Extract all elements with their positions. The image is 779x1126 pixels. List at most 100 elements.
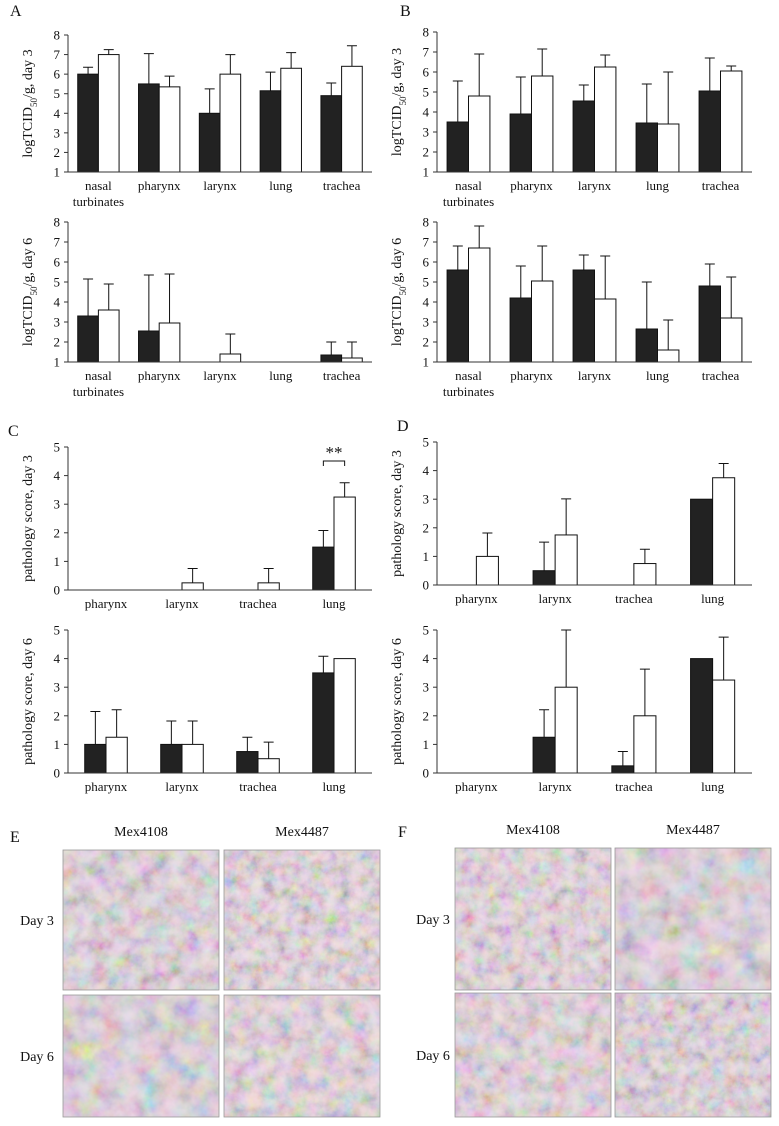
micrograph-frame bbox=[614, 992, 772, 1118]
y-tick-label: 7 bbox=[423, 235, 430, 250]
error-bar bbox=[663, 319, 674, 350]
error-bar bbox=[111, 709, 122, 738]
bar bbox=[633, 715, 657, 774]
x-tick-label: nasal turbinates bbox=[73, 178, 124, 209]
bar bbox=[554, 534, 578, 586]
chart: pathology score, day 3 0 1 2 3 4 5 pharynx laryn… bbox=[390, 435, 752, 606]
x-tick-label: lung bbox=[269, 368, 293, 383]
y-tick-label: 5 bbox=[54, 440, 61, 455]
bar bbox=[84, 743, 107, 774]
error-bar bbox=[83, 278, 94, 316]
bar bbox=[594, 66, 617, 173]
row-label: Day 3 bbox=[20, 914, 54, 929]
y-tick-label: 1 bbox=[423, 737, 430, 752]
y-tick-label: 5 bbox=[423, 85, 430, 100]
y-tick-label: 1 bbox=[423, 165, 430, 180]
y-tick-label: 7 bbox=[54, 47, 61, 62]
error-bar bbox=[326, 82, 337, 96]
error-bar bbox=[143, 274, 154, 331]
y-tick-label: 2 bbox=[54, 335, 61, 350]
micrograph bbox=[455, 993, 611, 1117]
bar bbox=[572, 100, 596, 173]
y-axis-label: logTCID50/g, day 3 bbox=[390, 48, 408, 156]
bar bbox=[690, 658, 714, 774]
y-tick-label: 2 bbox=[423, 520, 430, 535]
bar bbox=[138, 330, 160, 363]
bar bbox=[720, 70, 743, 173]
bar bbox=[236, 751, 259, 774]
bar bbox=[635, 122, 659, 173]
error-bar bbox=[346, 341, 357, 358]
error-bar bbox=[704, 57, 715, 91]
y-axis-label: logTCID50/g, day 6 bbox=[21, 238, 39, 346]
bar bbox=[509, 297, 532, 363]
error-bar bbox=[318, 530, 329, 548]
y-tick-label: 5 bbox=[423, 623, 430, 638]
y-axis-label-part: /g, day 3 bbox=[21, 49, 36, 98]
y-tick-label: 1 bbox=[54, 165, 61, 180]
y-tick-label: 8 bbox=[423, 25, 430, 40]
bar bbox=[509, 113, 532, 173]
x-tick-label: lung bbox=[646, 178, 670, 193]
bar bbox=[446, 121, 469, 173]
error-bar bbox=[641, 281, 652, 329]
error-bar bbox=[639, 548, 650, 564]
error-bar bbox=[578, 254, 589, 270]
bar bbox=[611, 765, 635, 774]
bar bbox=[690, 498, 714, 586]
error-bar bbox=[225, 333, 236, 354]
bar bbox=[105, 736, 128, 774]
bar bbox=[257, 582, 280, 591]
row-label: Day 6 bbox=[416, 1049, 450, 1064]
y-axis-label-part: 50 bbox=[398, 96, 408, 106]
y-axis-label-part: pathology score, day 3 bbox=[390, 450, 405, 577]
y-tick-label: 3 bbox=[423, 125, 430, 140]
bar bbox=[333, 496, 356, 591]
y-axis-label: pathology score, day 3 bbox=[390, 450, 405, 577]
error-bar bbox=[639, 668, 650, 716]
chart: pathology score, day 6 0 1 2 3 4 5 pharynx laryn… bbox=[390, 623, 752, 794]
error-bar bbox=[164, 75, 175, 87]
y-tick-label: 7 bbox=[54, 235, 61, 250]
bar bbox=[657, 123, 680, 173]
x-tick-label: larynx bbox=[165, 779, 199, 794]
column-label: Mex4108 bbox=[506, 823, 560, 838]
error-bar bbox=[204, 88, 215, 114]
x-tick-label: pharynx bbox=[510, 368, 553, 383]
y-axis-label-part: pathology score, day 3 bbox=[21, 455, 36, 582]
error-bar bbox=[225, 54, 236, 75]
y-axis-label-part: pathology score, day 6 bbox=[21, 638, 36, 765]
panel-label: F bbox=[398, 824, 407, 841]
bar bbox=[77, 73, 99, 173]
y-axis-label-part: /g, day 6 bbox=[21, 238, 36, 287]
y-tick-label: 5 bbox=[423, 435, 430, 450]
x-tick-label: larynx bbox=[578, 178, 612, 193]
column-label: Mex4487 bbox=[666, 823, 720, 838]
bar bbox=[341, 357, 363, 363]
error-bar bbox=[164, 273, 175, 323]
y-axis-label: pathology score, day 3 bbox=[21, 455, 36, 582]
bar bbox=[468, 95, 491, 173]
y-tick-label: 4 bbox=[54, 468, 61, 483]
error-bar bbox=[539, 541, 550, 571]
bar bbox=[532, 736, 556, 774]
y-axis-label: pathology score, day 6 bbox=[390, 638, 405, 765]
y-tick-label: 4 bbox=[423, 651, 430, 666]
y-tick-label: 3 bbox=[54, 125, 61, 140]
error-bar bbox=[537, 245, 548, 281]
error-bar bbox=[318, 655, 329, 673]
x-tick-label: lung bbox=[646, 368, 670, 383]
error-bar bbox=[263, 568, 274, 583]
y-tick-label: 0 bbox=[423, 578, 430, 593]
bar bbox=[594, 298, 617, 363]
error-bar bbox=[103, 283, 114, 310]
bar bbox=[531, 280, 554, 363]
y-tick-label: 3 bbox=[423, 492, 430, 507]
y-tick-label: 1 bbox=[423, 355, 430, 370]
y-axis-label-part: logTCID bbox=[390, 106, 405, 157]
error-bar bbox=[166, 720, 177, 745]
error-bar bbox=[515, 265, 526, 298]
micrograph-frame bbox=[614, 847, 772, 991]
bar bbox=[712, 477, 736, 586]
